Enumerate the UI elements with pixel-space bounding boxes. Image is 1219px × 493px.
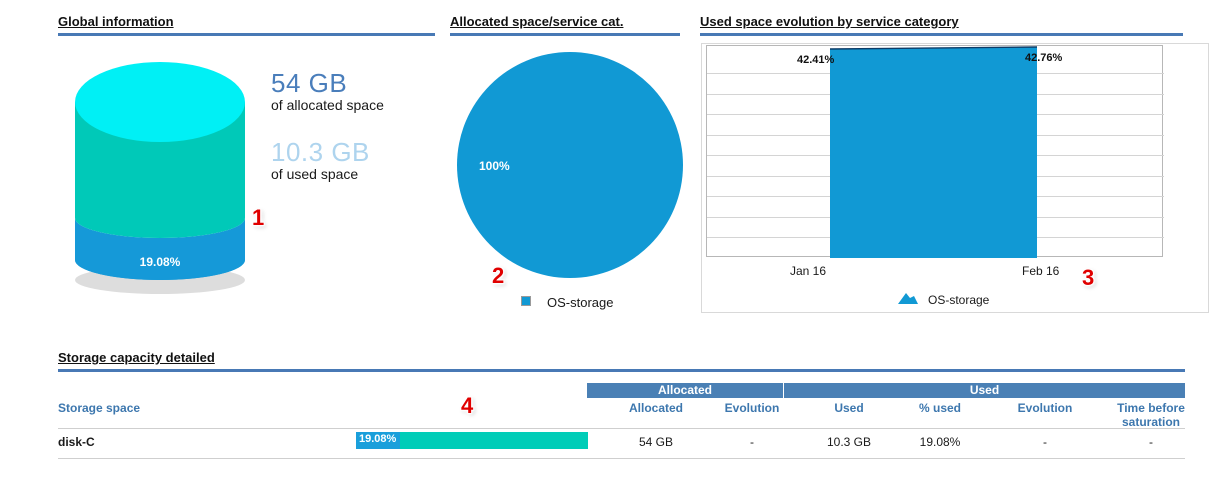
svg-text:19.08%: 19.08% [140,255,181,269]
svg-text:100%: 100% [479,159,510,173]
